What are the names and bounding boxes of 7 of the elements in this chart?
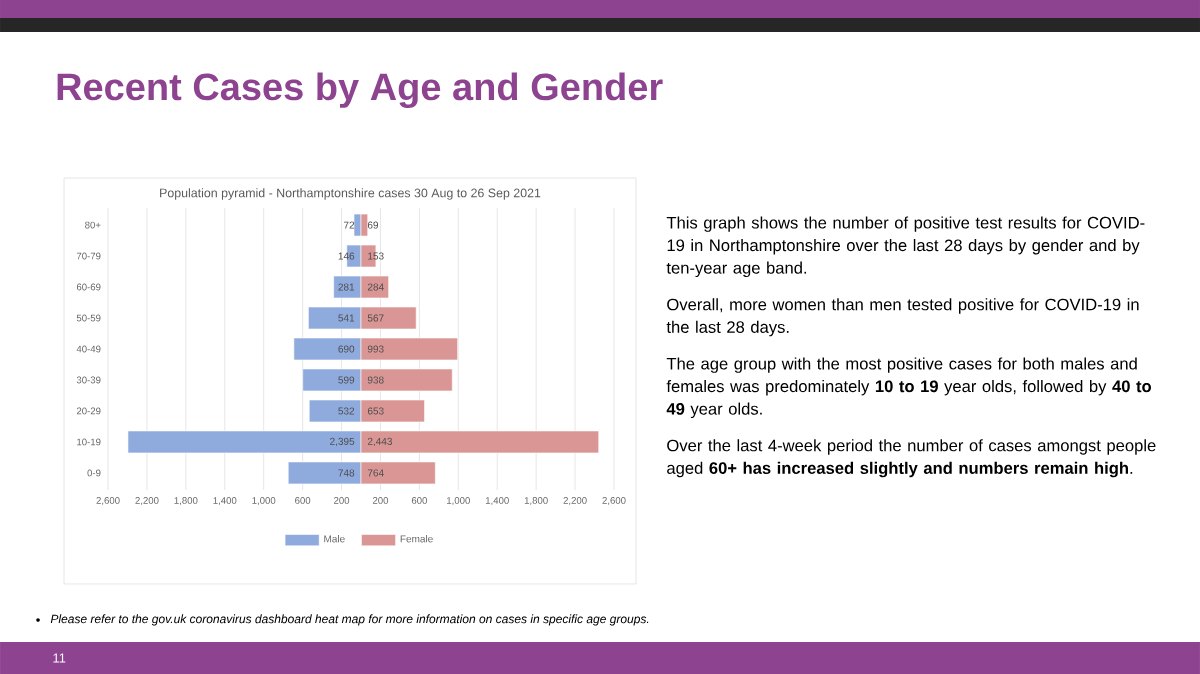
text: Over the last 4-week period the number of cases amongst people aged 60+ has increased slightly and numbers remain high. xyxy=(667,439,1156,478)
chart-title: Recent Cases by Age and Gender xyxy=(57,72,663,109)
bar xyxy=(360,213,369,237)
text: Overall, more women than men tested positive for COVID-19 in the last 28 days. xyxy=(666,298,1139,337)
text: This graph shows the number of positive test results for COVID-19 in Northamptonshire over the last 28 days by gender and by ten-year age band. xyxy=(666,216,1145,278)
bar xyxy=(353,213,362,237)
text: The age group with the most positive cases for both males and females was predominately 10 to 19 year olds, followed by 40 to 49 year olds. xyxy=(666,357,1151,419)
